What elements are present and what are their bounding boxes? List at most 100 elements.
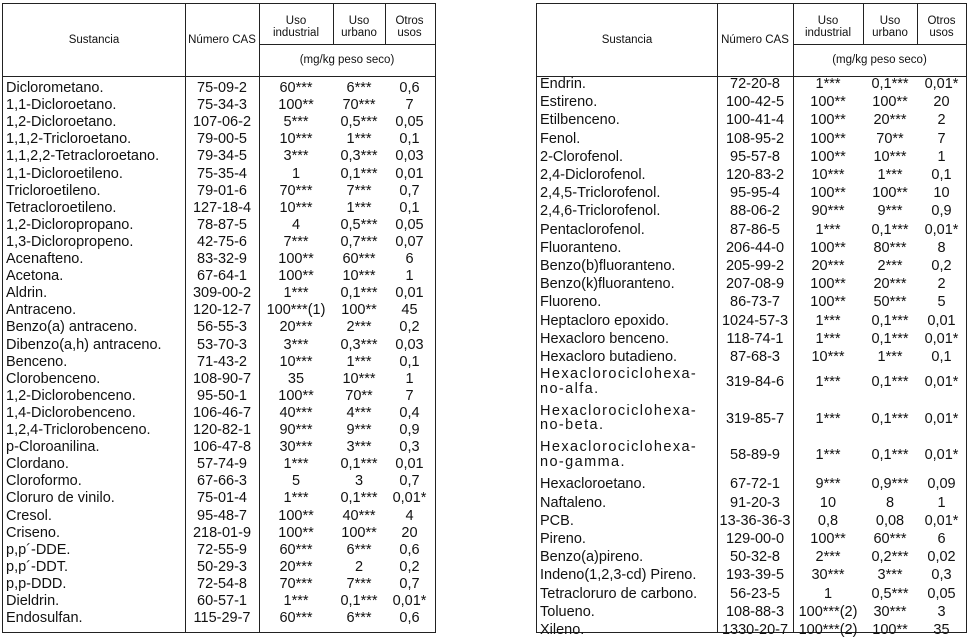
cas-number: 205-99-2 [725,258,785,274]
industrial-value: 35 [287,370,305,387]
substance-name: Cloroformo. [6,473,82,490]
other-value: 0,01* [924,330,959,347]
cas-number: 118-74-1 [726,330,784,347]
substance-name: 1,2-Dicloropropano. [6,216,134,233]
urban-value: 10*** [342,268,376,285]
cas-number: 1330-20-7 [721,622,789,638]
other-value: 0,01* [924,512,959,529]
industrial-value: 5 [291,473,301,490]
urban-value: 20*** [873,276,907,293]
substance-name: 1,2,4-Triclorobenceno. [6,422,151,438]
cas-number: 207-08-9 [725,276,785,293]
other-value: 4 [405,507,414,524]
urban-value: 60*** [873,531,907,547]
cas-number: 75-09-2 [197,80,247,96]
other-value: 0,2 [399,319,420,336]
substance-name: Pireno. [540,531,586,547]
other-value: 0,01 [395,456,424,473]
urban-value: 0,3*** [340,336,378,353]
urban-value: 9*** [346,422,372,438]
substance-name: 1,1-Dicloroetano. [6,97,117,114]
urban-value: 6*** [346,80,372,96]
other-value: 0,09 [927,476,956,493]
urban-value: 0,1*** [871,76,909,92]
substance-name: Cloruro de vinilo. [6,490,115,507]
urban-value: 6*** [346,541,372,558]
cas-number: 107-06-2 [192,114,252,131]
other-value: 0,7 [399,182,420,199]
urban-value: 0,1*** [871,221,909,238]
cas-number: 108-88-3 [725,603,785,620]
industrial-value: 20*** [811,258,845,274]
substance-name: Fluoranteno. [540,239,622,256]
urban-value: 100** [872,94,908,111]
other-value: 7 [937,130,946,147]
cas-number: 50-29-3 [197,558,247,575]
substance-name: Antraceno. [6,302,77,319]
cas-number: 120-83-2 [725,167,785,183]
substance-name: Hexaclorociclohexa-no-gamma. [540,439,698,470]
other-value: 0,01* [924,76,959,92]
cas-number: 75-01-4 [197,490,247,507]
industrial-value: 2*** [815,549,841,566]
industrial-value: 40*** [279,404,313,421]
urban-value: 0,1*** [871,410,909,427]
industrial-value: 100** [278,97,314,114]
industrial-value: 3*** [283,148,309,165]
urban-value: 0,1*** [340,285,378,302]
cas-number: 206-44-0 [725,239,785,256]
substance-name: 1,3-Dicloropropeno. [6,233,134,250]
header-units: (mg/kg peso seco) [832,54,927,66]
urban-value: 8 [885,494,895,511]
substance-name: p,p´-DDT. [6,558,69,575]
industrial-value: 10*** [279,353,313,370]
other-value: 0,6 [399,541,420,558]
substance-name: Clorobenceno. [6,370,101,387]
substance-name: Benzo(b)fluoranteno. [540,258,676,274]
header-units: (mg/kg peso seco) [299,54,395,66]
other-value: 0,05 [395,114,424,131]
urban-value: 0,9*** [871,476,909,493]
other-value: 0,01* [924,447,959,463]
industrial-value: 3*** [283,336,309,353]
cas-number: 86-73-7 [730,294,780,311]
urban-value: 0,7*** [340,233,378,250]
cas-number: 95-57-8 [730,148,780,165]
urban-value: 0,5*** [340,114,378,131]
col-divider [717,4,718,632]
cas-number: 50-32-8 [730,549,780,566]
industrial-value: 100** [278,507,314,524]
industrial-value: 100** [810,94,846,111]
urban-value: 3 [354,473,364,490]
substance-name: Tricloroetileno. [6,182,101,199]
substance-name: 2,4-Diclorofenol. [540,167,646,183]
cas-number: 71-43-2 [197,353,247,370]
industrial-value: 100** [810,185,846,202]
cas-number: 13-36-36-3 [719,512,791,529]
urban-value: 0,3*** [340,148,378,165]
substance-name: Hexaclorociclohexa-no-beta. [540,402,698,434]
industrial-value: 10*** [279,131,313,148]
substance-name: 2,4,6-Triclorofenol. [540,203,661,220]
other-value: 3 [937,603,946,620]
industrial-value: 70*** [279,182,313,199]
urban-value: 20*** [873,112,907,129]
urban-value: 0,5*** [340,216,378,233]
urban-value: 2*** [346,319,372,336]
urban-value: 6*** [346,610,372,627]
substance-name: Tetracloruro de carbono. [540,585,698,602]
urban-value: 0,5*** [871,585,909,602]
cas-number: 108-95-2 [725,130,785,147]
other-value: 0,01 [927,312,956,329]
cas-number: 1024-57-3 [721,312,789,329]
cas-number: 79-00-5 [197,131,247,148]
industrial-value: 100** [810,112,846,129]
cas-number: 42-75-6 [197,233,247,250]
industrial-value: 1*** [283,490,309,507]
urban-value: 0,08 [875,512,905,529]
industrial-value: 1*** [815,221,841,238]
industrial-value: 100***(2) [798,622,858,638]
other-value: 7 [405,97,414,114]
urban-value: 100** [872,622,908,638]
cas-number: 79-01-6 [197,182,247,199]
